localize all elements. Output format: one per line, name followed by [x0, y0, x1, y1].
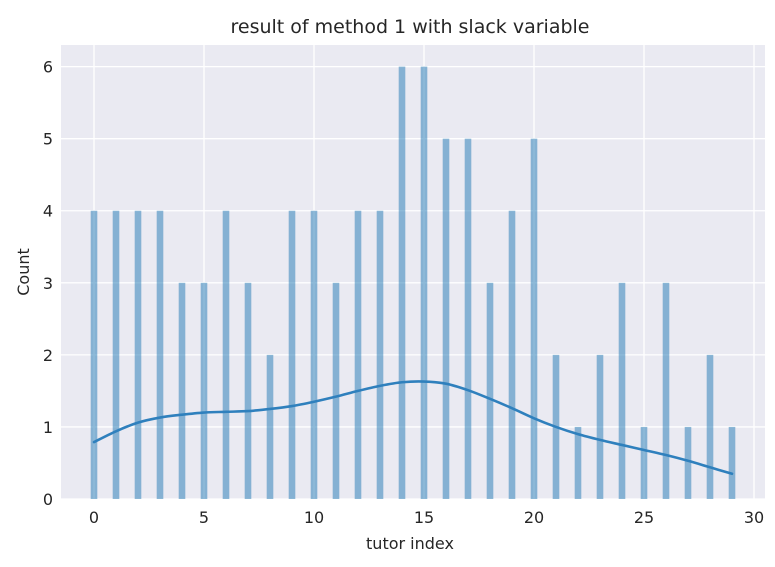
- bar: [310, 210, 318, 499]
- y-tick-label: 3: [43, 274, 53, 293]
- bar: [244, 282, 252, 499]
- x-axis-ticks: 0 5 10 15 20 25 30: [89, 508, 764, 527]
- y-axis-label: Count: [14, 248, 33, 296]
- bar: [464, 138, 472, 499]
- bar: [618, 282, 626, 499]
- y-tick-label: 6: [43, 58, 53, 77]
- x-tick-label: 15: [414, 508, 434, 527]
- chart-title: result of method 1 with slack variable: [231, 16, 590, 38]
- bar: [398, 66, 406, 499]
- bar: [134, 210, 142, 499]
- bar: [728, 426, 736, 499]
- y-tick-label: 0: [43, 490, 53, 509]
- y-tick-label: 4: [43, 202, 53, 221]
- bar: [684, 426, 692, 499]
- x-tick-label: 10: [304, 508, 324, 527]
- bar-series: [90, 66, 736, 499]
- x-tick-label: 5: [199, 508, 209, 527]
- kde-line: [92, 380, 734, 476]
- bar: [442, 138, 450, 499]
- bar: [508, 210, 516, 499]
- x-tick-label: 25: [634, 508, 654, 527]
- bar: [530, 138, 538, 499]
- x-tick-label: 0: [89, 508, 99, 527]
- bar: [420, 66, 428, 499]
- bar: [596, 354, 604, 499]
- bar: [222, 210, 230, 499]
- bar: [200, 282, 208, 499]
- y-tick-label: 5: [43, 130, 53, 149]
- bar: [486, 282, 494, 499]
- y-tick-label: 1: [43, 418, 53, 437]
- bar: [376, 210, 384, 499]
- bar: [112, 210, 120, 499]
- bar: [266, 354, 274, 499]
- bar: [332, 282, 340, 499]
- bar: [288, 210, 296, 499]
- y-tick-label: 2: [43, 346, 53, 365]
- bar: [354, 210, 362, 499]
- bar: [640, 426, 648, 499]
- y-axis-ticks: 0 1 2 3 4 5 6: [43, 58, 53, 509]
- bar: [90, 210, 98, 499]
- bar: [156, 210, 164, 499]
- x-tick-label: 30: [744, 508, 764, 527]
- bar: [662, 282, 670, 499]
- bar: [706, 354, 714, 499]
- x-axis-label: tutor index: [366, 534, 454, 553]
- x-tick-label: 20: [524, 508, 544, 527]
- plot-area: [61, 45, 765, 499]
- bar: [178, 282, 186, 499]
- bar: [574, 426, 582, 499]
